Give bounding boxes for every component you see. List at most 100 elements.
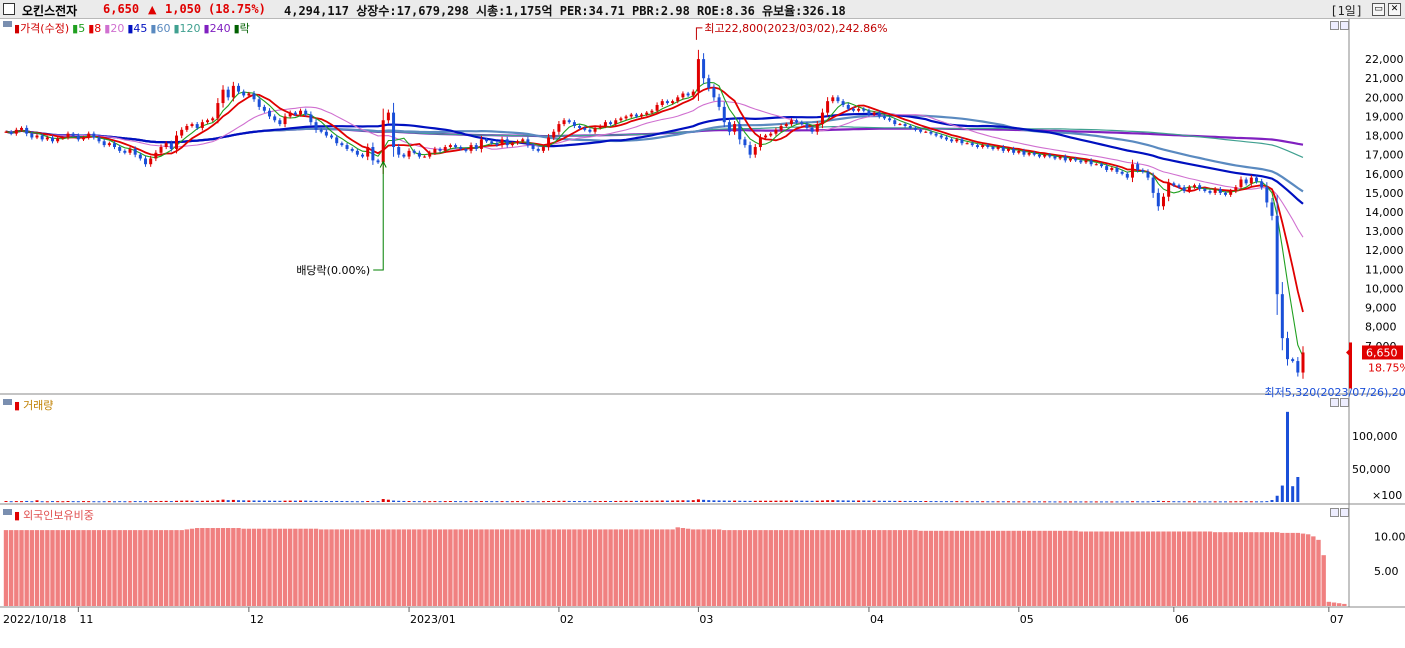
volume-bar [1213,501,1217,503]
candle-body [14,129,18,134]
foreign-ratio-bar [1223,532,1228,606]
foreign-ratio-bar [499,529,505,606]
candle-body [691,91,695,96]
volume-bar [717,500,721,502]
foreign-ratio-bar [970,530,975,606]
candle-body [1094,164,1098,166]
volume-bar [423,501,427,503]
candle-body [578,126,582,128]
candle-body [257,99,261,107]
candle-body [805,124,809,128]
candle-body [355,150,359,155]
foreign-ratio-bar [732,530,737,606]
price-tick-label: 18,000 [1365,130,1404,143]
candle-body [45,137,49,140]
candle-body [169,143,173,149]
volume-bar [1136,501,1140,503]
foreign-ratio-bar [959,530,965,606]
volume-bar [1156,500,1160,502]
volume-pane-minimize-icon[interactable] [1330,398,1339,407]
volume-bar [87,501,91,503]
candle-body [479,139,483,149]
volume-bar [247,500,251,502]
volume-tick-label: 100,000 [1352,430,1398,443]
foreign-ratio-bar [350,529,355,606]
volume-bar [20,501,24,503]
foreign-ratio-bar [871,530,877,606]
volume-bar [1208,501,1212,503]
volume-bar [185,500,189,502]
foreign-ratio-bar [45,530,50,606]
candle-body [1130,164,1134,178]
legend-item-2[interactable]: 8 [94,22,102,35]
volume-bar [268,500,272,502]
current-price-side-bar [1349,342,1352,389]
legend-item-5[interactable]: 60 [156,22,171,35]
volume-bar [696,499,700,502]
candle-body [970,143,974,146]
candle-body [288,112,292,117]
volume-bar [934,501,938,503]
restore-icon[interactable]: ▭ [1372,3,1385,16]
candle-body [960,139,964,144]
price-pane-handle-icon[interactable] [3,21,12,27]
volume-bar [1239,501,1243,503]
volume-bar [671,500,675,502]
foreign-ratio-bar [944,530,949,606]
volume-bar [283,500,287,502]
select-checkbox[interactable] [3,3,15,15]
foreign-pane-minimize-icon[interactable] [1330,508,1339,517]
foreign-ratio-bar [1083,531,1089,606]
legend-item-8[interactable]: 락 [239,22,250,35]
volume-bar [102,501,106,503]
candle-body [1001,147,1005,151]
foreign-ratio-bar [1006,530,1011,606]
volume-bar [448,501,452,503]
candle-body [226,89,230,98]
volume-bar [361,501,365,503]
foreign-ratio-bar [804,530,810,606]
close-icon[interactable]: ✕ [1388,3,1401,16]
current-price-tag-label: 6,650 [1366,346,1398,359]
foreign-ratio-bar [282,528,288,606]
candle-body [133,148,137,155]
legend-item-7[interactable]: 240 [209,22,231,35]
candle-body [113,143,117,148]
candle-body [386,112,390,121]
price-pane-minimize-icon[interactable] [1330,21,1339,30]
volume-pane-handle-icon[interactable] [3,399,12,405]
candle-body [583,127,587,130]
foreign-ratio-bar [913,530,918,606]
volume-bar [500,501,504,503]
legend-item-1[interactable]: 5 [78,22,86,35]
foreign-ratio-bar [613,529,618,606]
volume-bar [1218,501,1222,503]
candle-body [784,124,788,126]
foreign-ratio-bar [567,529,572,606]
candle-body [758,137,762,148]
legend-item-4[interactable]: 45 [133,22,148,35]
candle-body [1280,294,1284,339]
legend-item-0[interactable]: 가격(수정) [20,22,70,35]
candle-body [1198,185,1202,190]
candle-body [195,124,199,128]
candle-body [660,101,664,105]
candle-body [376,160,380,163]
legend-item-3[interactable]: 20 [110,22,125,35]
foreign-ratio-bar [1011,530,1016,606]
period-selector[interactable]: [1일] [1330,4,1363,18]
candle-body [340,143,344,146]
candle-body [888,118,892,121]
foreign-ratio-bar [840,530,846,606]
legend-item-6[interactable]: 120 [179,22,201,35]
candle-body [1254,177,1258,182]
foreign-ratio-bar [520,529,525,606]
candle-body [428,152,432,157]
volume-bar [758,500,762,502]
candle-body [345,145,349,149]
candle-body [66,133,70,138]
foreign-ratio-bar [1187,531,1192,606]
foreign-pane-handle-icon[interactable] [3,509,12,515]
candle-body [531,145,535,149]
